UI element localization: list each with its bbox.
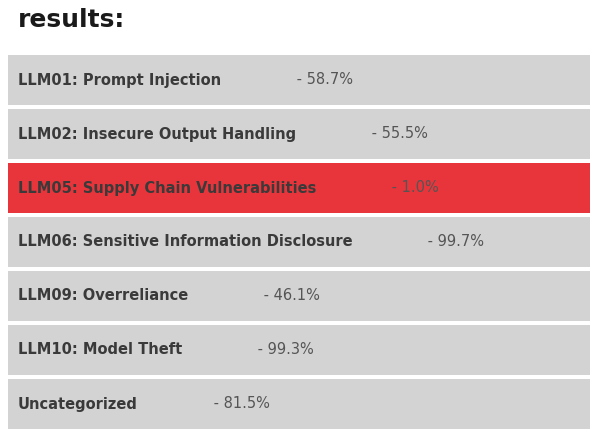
Bar [8,325,590,375]
Bar [8,271,590,321]
Bar [8,379,590,429]
Text: Uncategorized: Uncategorized [18,396,138,412]
Text: LLM01: Prompt Injection: LLM01: Prompt Injection [18,72,221,88]
Text: - 99.7%: - 99.7% [423,235,484,249]
Text: - 99.3%: - 99.3% [253,343,314,358]
Bar [8,55,590,105]
Text: LLM05: Supply Chain Vulnerabilities: LLM05: Supply Chain Vulnerabilities [18,180,316,195]
Text: LLM02: Insecure Output Handling: LLM02: Insecure Output Handling [18,126,296,141]
Text: - 55.5%: - 55.5% [367,126,428,141]
Text: - 58.7%: - 58.7% [292,72,353,88]
Text: - 46.1%: - 46.1% [259,289,320,304]
Bar [8,163,590,213]
Text: results:: results: [18,8,125,32]
Text: LLM09: Overreliance: LLM09: Overreliance [18,289,188,304]
Text: - 1.0%: - 1.0% [387,180,439,195]
Bar [8,217,590,267]
Text: LLM10: Model Theft: LLM10: Model Theft [18,343,182,358]
Text: LLM06: Sensitive Information Disclosure: LLM06: Sensitive Information Disclosure [18,235,353,249]
Text: - 81.5%: - 81.5% [209,396,270,412]
Bar [8,109,590,159]
